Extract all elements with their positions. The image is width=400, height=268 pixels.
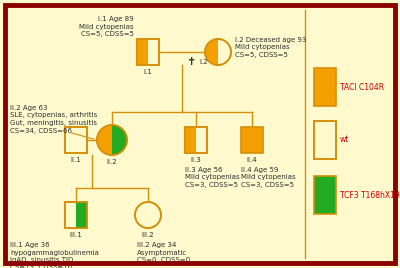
Text: II.3: II.3 [191,157,201,163]
Bar [185,127,207,153]
Text: ✝: ✝ [186,57,196,67]
Bar [65,202,87,228]
Bar [314,121,336,159]
Text: I.1: I.1 [144,69,152,75]
Bar [314,121,336,159]
Bar [137,39,159,65]
Bar [137,39,159,65]
Text: II.1: II.1 [71,157,81,163]
Bar [65,127,87,153]
Bar [137,39,148,65]
Text: TACI C104R: TACI C104R [340,83,384,91]
Text: I.2: I.2 [199,59,208,65]
Bar [185,127,196,153]
Text: III.2 Age 34
Asymptomatic
CS=0, CDSS=0: III.2 Age 34 Asymptomatic CS=0, CDSS=0 [137,242,190,263]
Circle shape [97,125,127,155]
Text: wt: wt [340,136,349,144]
Text: III.2: III.2 [142,232,154,238]
Text: III.1 Age 36
hypogammaglobulinemia
IgAD, sinusitis,TID,
CS=13, CDSS=16: III.1 Age 36 hypogammaglobulinemia IgAD,… [10,242,99,268]
Bar [65,202,87,228]
Text: II.4: II.4 [247,157,257,163]
Text: II.2: II.2 [107,159,117,165]
Circle shape [135,202,161,228]
Text: II.4 Age 59
Mild cytopenias
CS=3, CDSS=5: II.4 Age 59 Mild cytopenias CS=3, CDSS=5 [241,167,296,188]
Wedge shape [112,125,127,155]
Bar [314,176,336,214]
Text: III.1: III.1 [70,232,82,238]
Text: II.3 Age 56
Mild cytopenias
CS=3, CDSS=5: II.3 Age 56 Mild cytopenias CS=3, CDSS=5 [185,167,240,188]
Wedge shape [97,125,112,155]
Bar [185,127,207,153]
Text: I.1 Age 89
Mild cytopenias
CS=5, CDSS=5: I.1 Age 89 Mild cytopenias CS=5, CDSS=5 [79,16,134,37]
Circle shape [205,39,231,65]
Text: II.2 Age 63
SLE, cytopenias, arthritis
Gut, meningitis, sinusitis
CS=34, CDSS=66: II.2 Age 63 SLE, cytopenias, arthritis G… [10,105,97,133]
Bar [314,68,336,106]
Wedge shape [205,39,218,65]
Bar [65,127,87,153]
Bar [241,127,263,153]
Text: TCF3 T168hX19I: TCF3 T168hX19I [340,191,400,199]
Text: I.2 Deceased age 93
Mild cytopenias
CS=5, CDSS=5: I.2 Deceased age 93 Mild cytopenias CS=5… [235,37,306,58]
Bar [76,202,87,228]
